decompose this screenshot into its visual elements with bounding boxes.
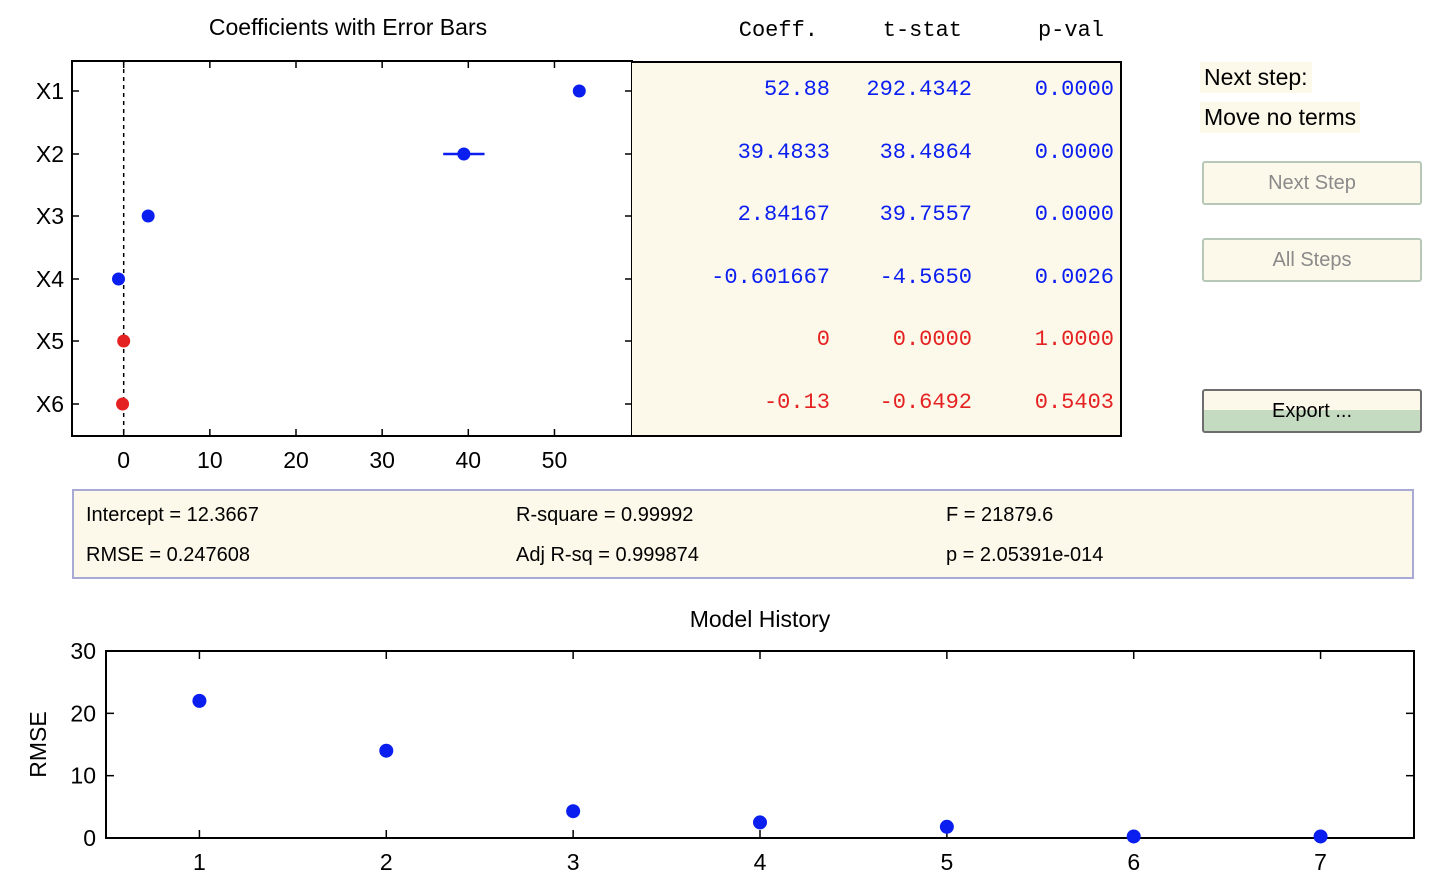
y-tick-label: X2 xyxy=(36,141,64,167)
coef-plot-title: Coefficients with Error Bars xyxy=(208,14,488,40)
history-point xyxy=(566,804,581,819)
export-button[interactable]: Export ... xyxy=(1202,389,1422,433)
coeff-value: -0.13 xyxy=(763,390,830,415)
history-x-tick-label: 6 xyxy=(1127,849,1140,875)
x-tick-label: 20 xyxy=(283,447,309,473)
tstat-value: -4.5650 xyxy=(879,265,972,290)
history-y-tick-label: 20 xyxy=(70,700,96,726)
history-x-tick-label: 1 xyxy=(193,849,206,875)
pval-value: 0.5403 xyxy=(1034,390,1114,415)
coeff-value: -0.601667 xyxy=(711,265,830,290)
y-tick-label: X6 xyxy=(36,391,64,417)
coefficient-point xyxy=(572,84,586,98)
col-header-pval: p-val xyxy=(1037,18,1104,43)
tstat-value: -0.6492 xyxy=(879,390,972,415)
coef-table xyxy=(632,61,1122,437)
pval-value: 1.0000 xyxy=(1034,327,1114,352)
col-header-coeff: Coeff. xyxy=(738,18,818,43)
x-tick-label: 40 xyxy=(456,447,482,473)
p-stat: p = 2.05391e-014 xyxy=(946,544,1104,566)
x-tick-label: 0 xyxy=(117,447,130,473)
y-tick-label: X4 xyxy=(36,266,64,292)
history-x-tick-label: 7 xyxy=(1314,849,1327,875)
tstat-value: 0.0000 xyxy=(892,327,972,352)
f-stat: F = 21879.6 xyxy=(946,504,1054,526)
history-point xyxy=(1313,829,1328,844)
pval-value: 0.0000 xyxy=(1034,202,1114,227)
history-plot-title: Model History xyxy=(689,606,831,632)
x-tick-label: 10 xyxy=(197,447,223,473)
x-tick-label: 50 xyxy=(542,447,568,473)
history-x-tick-label: 3 xyxy=(567,849,580,875)
all-steps-button[interactable]: All Steps xyxy=(1202,238,1422,282)
history-x-tick-label: 4 xyxy=(754,849,767,875)
y-tick-label: X1 xyxy=(36,78,64,104)
next-step-value: Move no terms xyxy=(1200,102,1361,133)
x-tick-label: 30 xyxy=(369,447,395,473)
history-y-tick-label: 0 xyxy=(83,825,96,851)
coeff-value: 0 xyxy=(816,327,830,352)
tstat-value: 39.7557 xyxy=(879,202,972,227)
coefficient-point xyxy=(116,397,130,411)
rsquare-stat: R-square = 0.99992 xyxy=(516,504,694,526)
coeff-value: 39.4833 xyxy=(737,140,830,165)
y-tick-label: X3 xyxy=(36,203,64,229)
history-plot-frame xyxy=(105,650,1415,839)
coefficient-point xyxy=(112,272,126,286)
history-x-tick-label: 2 xyxy=(380,849,393,875)
history-point xyxy=(1126,829,1141,844)
coefficient-point xyxy=(457,147,471,161)
next-step-label: Next step: xyxy=(1200,62,1312,93)
adj-rsq-stat: Adj R-sq = 0.999874 xyxy=(516,544,699,566)
coefficient-point xyxy=(141,209,155,223)
coef-plot-frame xyxy=(71,60,633,437)
history-y-tick-label: 30 xyxy=(70,638,96,664)
model-stats-box xyxy=(72,489,1414,579)
history-point xyxy=(379,743,394,758)
next-step-button[interactable]: Next Step xyxy=(1202,161,1422,205)
coefficient-point xyxy=(117,334,131,348)
history-y-axis-label: RMSE xyxy=(25,711,51,777)
history-point xyxy=(192,693,207,708)
col-header-tstat: t-stat xyxy=(882,18,962,43)
history-x-tick-label: 5 xyxy=(940,849,953,875)
intercept-stat: Intercept = 12.3667 xyxy=(86,504,259,526)
history-point xyxy=(753,815,767,830)
tstat-value: 38.4864 xyxy=(879,140,972,165)
tstat-value: 292.4342 xyxy=(866,77,972,102)
coeff-value: 2.84167 xyxy=(737,202,830,227)
history-y-tick-label: 10 xyxy=(70,763,96,789)
coef-plot[interactable]: 0 10 20 30 40 50 X1 X2 X3 X4 X5 X6 xyxy=(0,0,640,490)
y-tick-label: X5 xyxy=(36,328,64,354)
rmse-stat: RMSE = 0.247608 xyxy=(86,544,250,566)
pval-value: 0.0000 xyxy=(1034,77,1114,102)
pval-value: 0.0026 xyxy=(1034,265,1114,290)
pval-value: 0.0000 xyxy=(1034,140,1114,165)
coeff-value: 52.88 xyxy=(763,77,830,102)
history-point xyxy=(939,819,954,834)
